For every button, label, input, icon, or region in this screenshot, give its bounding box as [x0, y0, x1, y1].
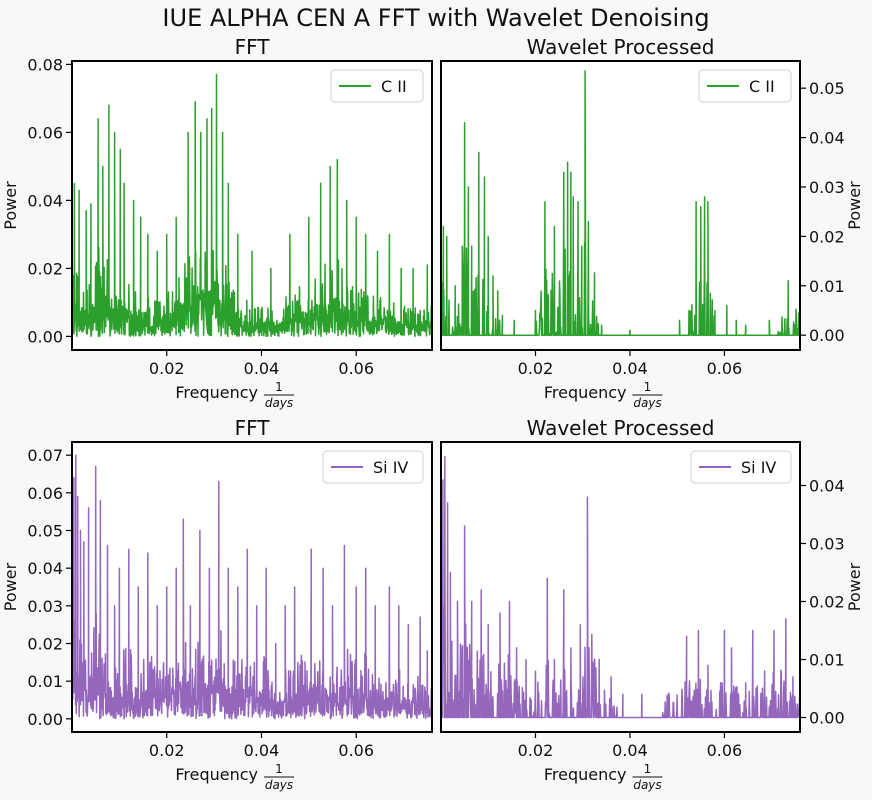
series-line-si-iv	[441, 455, 800, 719]
legend: Si IV	[322, 450, 424, 484]
x-tick-label: 0.04	[612, 741, 648, 760]
y-axis-label: Power	[1, 181, 20, 230]
legend-label: Si IV	[373, 458, 408, 477]
y-tick-label: 0.02	[27, 259, 63, 278]
y-tick-label: 0.03	[27, 597, 63, 616]
y-tick-label: 0.06	[27, 484, 63, 503]
plot-frame	[440, 60, 801, 351]
legend-label: Si IV	[741, 458, 776, 477]
legend: C II	[698, 69, 792, 103]
x-axis-unit-denominator: days	[633, 778, 661, 792]
x-tick-label: 0.04	[244, 359, 280, 378]
x-axis-unit-numerator: 1	[644, 762, 652, 776]
panel-1: FFT 0.02 0.04 0.06 0.00 0.02 0.04 0.06 0.08 Frequ…	[1, 35, 433, 410]
y-tick-label: 0.08	[27, 55, 63, 74]
x-axis-unit-numerator: 1	[275, 762, 283, 776]
y-tick-label: 0.02	[27, 634, 63, 653]
y-tick-label: 0.07	[27, 446, 63, 465]
plot-frame	[440, 441, 801, 733]
legend-box	[330, 69, 424, 103]
legend: C II	[330, 69, 424, 103]
figure-title: IUE ALPHA CEN A FFT with Wavelet Denoisi…	[162, 4, 709, 32]
x-axis-label: Frequency	[544, 383, 627, 402]
x-axis-label: Frequency	[175, 383, 258, 402]
legend-box	[322, 450, 424, 484]
series-line-si-iv	[72, 454, 432, 720]
series-line-c-ii	[72, 73, 432, 338]
plot-frame	[71, 60, 433, 351]
legend-label: C II	[749, 77, 775, 96]
y-tick-label: 0.06	[27, 123, 63, 142]
x-axis-label: Frequency	[175, 765, 258, 784]
x-axis-unit-denominator: days	[265, 396, 293, 410]
y-tick-label: 0.00	[27, 710, 63, 729]
y-tick-label: 0.03	[809, 178, 845, 197]
y-axis-label: Power	[845, 562, 864, 611]
y-tick-label: 0.04	[27, 559, 63, 578]
x-tick-label: 0.06	[338, 741, 374, 760]
y-tick-label: 0.04	[27, 191, 63, 210]
x-axis-unit-denominator: days	[633, 396, 661, 410]
subplot-title: FFT	[235, 416, 271, 440]
x-axis-unit-numerator: 1	[275, 380, 283, 394]
y-tick-label: 0.03	[809, 535, 845, 554]
x-tick-label: 0.06	[707, 359, 743, 378]
y-tick-label: 0.00	[809, 326, 845, 345]
y-tick-label: 0.02	[809, 227, 845, 246]
y-tick-label: 0.05	[809, 79, 845, 98]
subplot-title: Wavelet Processed	[527, 35, 715, 59]
plot-frame	[71, 441, 433, 733]
legend-label: C II	[381, 77, 407, 96]
x-tick-label: 0.02	[149, 741, 185, 760]
subplot-title: Wavelet Processed	[527, 416, 715, 440]
legend-box	[690, 450, 792, 484]
panel-3: FFT 0.02 0.04 0.06 0.00 0.01 0.02 0.03 0.04 0.05 0…	[1, 416, 433, 792]
series-line-c-ii	[441, 70, 800, 336]
subplot-title: FFT	[235, 35, 271, 59]
y-tick-label: 0.04	[809, 477, 845, 496]
y-tick-label: 0.01	[809, 651, 845, 670]
y-tick-label: 0.01	[27, 672, 63, 691]
y-tick-label: 0.05	[27, 522, 63, 541]
x-axis-unit-denominator: days	[265, 778, 293, 792]
x-tick-label: 0.06	[338, 359, 374, 378]
x-tick-label: 0.04	[244, 741, 280, 760]
panel-4: Wavelet Processed 0.02 0.04 0.06 0.00 0.01 0.0…	[440, 416, 864, 792]
x-tick-label: 0.06	[707, 741, 743, 760]
y-tick-label: 0.04	[809, 129, 845, 148]
y-tick-label: 0.00	[27, 327, 63, 346]
x-tick-label: 0.02	[518, 741, 554, 760]
x-tick-label: 0.04	[612, 359, 648, 378]
y-tick-label: 0.00	[809, 709, 845, 728]
legend-box	[698, 69, 792, 103]
x-tick-label: 0.02	[149, 359, 185, 378]
panel-2: Wavelet Processed 0.02 0.04 0.06 0.00 0.01 0.0…	[440, 35, 864, 410]
y-axis-label: Power	[1, 562, 20, 611]
y-axis-label: Power	[845, 181, 864, 230]
plot-background	[441, 61, 800, 350]
legend: Si IV	[690, 450, 792, 484]
x-axis-label: Frequency	[544, 765, 627, 784]
y-tick-label: 0.02	[809, 593, 845, 612]
x-tick-label: 0.02	[518, 359, 554, 378]
x-axis-unit-numerator: 1	[644, 380, 652, 394]
y-tick-label: 0.01	[809, 277, 845, 296]
